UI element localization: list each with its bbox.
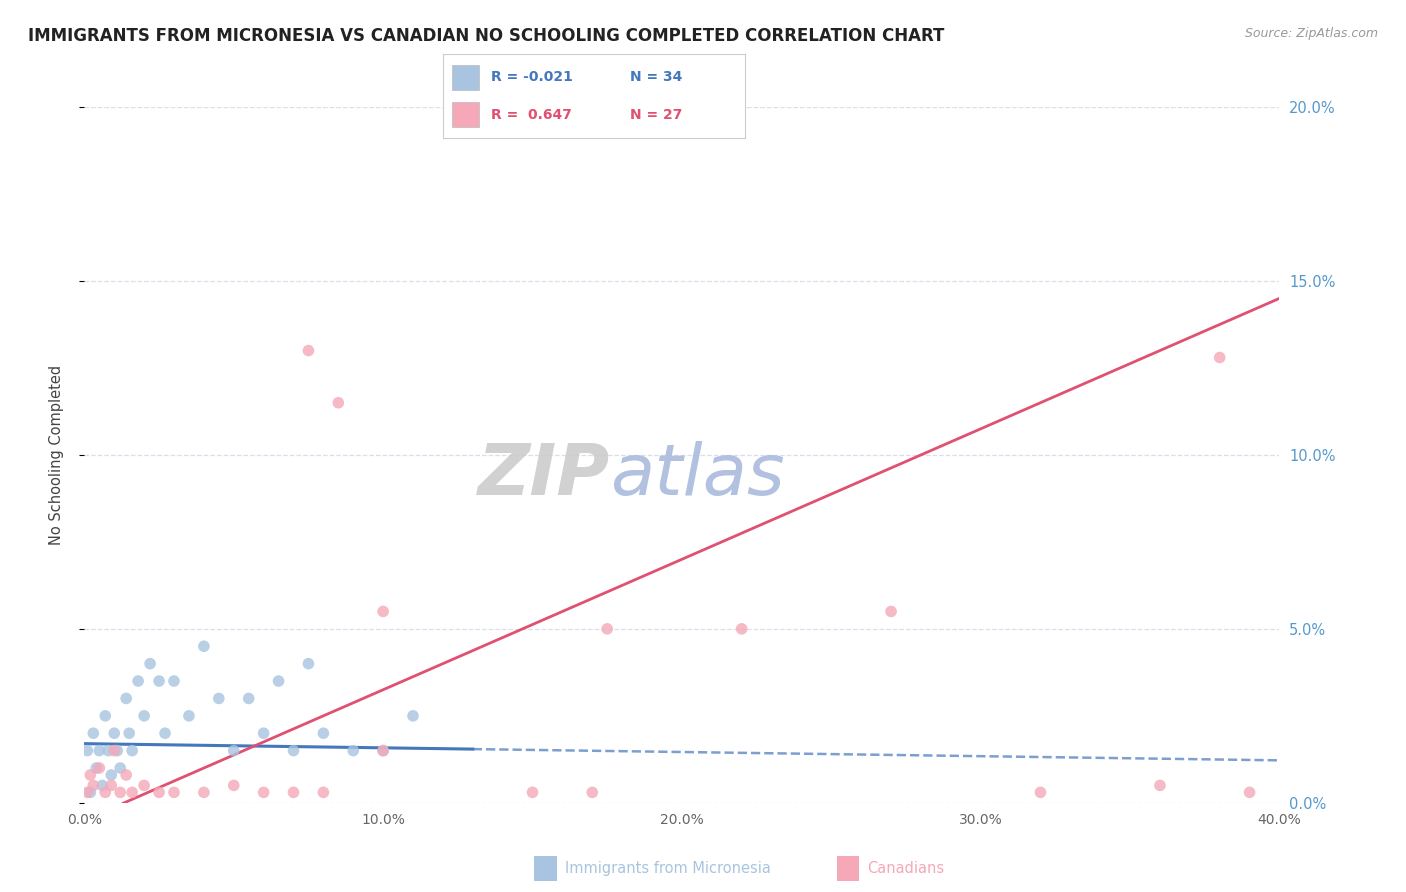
Point xyxy=(103,726,125,740)
Text: IMMIGRANTS FROM MICRONESIA VS CANADIAN NO SCHOOLING COMPLETED CORRELATION CHART: IMMIGRANTS FROM MICRONESIA VS CANADIAN N… xyxy=(28,27,945,45)
Point xyxy=(79,768,101,782)
Point xyxy=(522,785,544,799)
FancyBboxPatch shape xyxy=(451,64,479,90)
Point xyxy=(193,785,215,799)
Point xyxy=(163,674,186,689)
Text: Immigrants from Micronesia: Immigrants from Micronesia xyxy=(565,862,770,876)
Point xyxy=(283,744,305,758)
Text: Source: ZipAtlas.com: Source: ZipAtlas.com xyxy=(1244,27,1378,40)
Point xyxy=(222,778,245,792)
Point xyxy=(312,785,335,799)
Point xyxy=(238,691,260,706)
Text: Canadians: Canadians xyxy=(868,862,945,876)
Point xyxy=(267,674,290,689)
Point xyxy=(253,726,276,740)
Point xyxy=(100,768,122,782)
Point xyxy=(880,605,903,619)
Text: atlas: atlas xyxy=(610,442,785,510)
Point xyxy=(342,744,364,758)
Point xyxy=(402,708,425,723)
Point xyxy=(76,785,98,799)
Text: N = 34: N = 34 xyxy=(630,70,683,84)
Point xyxy=(283,785,305,799)
Point xyxy=(121,744,143,758)
Text: N = 27: N = 27 xyxy=(630,108,683,121)
Point xyxy=(79,785,101,799)
Point xyxy=(1029,785,1052,799)
Point xyxy=(110,785,132,799)
Point xyxy=(148,674,170,689)
Point xyxy=(596,622,619,636)
Point xyxy=(100,778,122,792)
Point xyxy=(253,785,276,799)
Point xyxy=(89,761,111,775)
Point xyxy=(731,622,754,636)
Point xyxy=(86,761,108,775)
Point xyxy=(110,761,132,775)
Point xyxy=(1208,351,1232,365)
Point xyxy=(1239,785,1261,799)
Point xyxy=(371,605,394,619)
Point xyxy=(94,785,117,799)
Point xyxy=(121,785,143,799)
Point xyxy=(76,744,98,758)
Point xyxy=(105,744,128,758)
Point xyxy=(132,708,156,723)
Point xyxy=(312,726,335,740)
Point xyxy=(153,726,176,740)
Point xyxy=(94,708,117,723)
Point xyxy=(222,744,245,758)
Point xyxy=(91,778,114,792)
Point xyxy=(163,785,186,799)
Point xyxy=(97,744,120,758)
Text: R =  0.647: R = 0.647 xyxy=(491,108,572,121)
Point xyxy=(127,674,149,689)
Point xyxy=(132,778,156,792)
Point xyxy=(177,708,200,723)
Point xyxy=(581,785,603,799)
Point xyxy=(297,657,319,671)
Point xyxy=(115,691,138,706)
Point xyxy=(328,395,350,409)
Point xyxy=(371,744,394,758)
Text: ZIP: ZIP xyxy=(478,442,610,510)
FancyBboxPatch shape xyxy=(451,102,479,128)
Point xyxy=(115,768,138,782)
Point xyxy=(1149,778,1171,792)
Point xyxy=(371,744,394,758)
Point xyxy=(148,785,170,799)
Point xyxy=(82,726,104,740)
Point xyxy=(208,691,231,706)
Point xyxy=(82,778,104,792)
Text: R = -0.021: R = -0.021 xyxy=(491,70,574,84)
Point xyxy=(297,343,319,358)
Y-axis label: No Schooling Completed: No Schooling Completed xyxy=(49,365,63,545)
Point xyxy=(89,744,111,758)
Point xyxy=(118,726,141,740)
Point xyxy=(193,639,215,653)
Point xyxy=(139,657,162,671)
Point xyxy=(103,744,125,758)
